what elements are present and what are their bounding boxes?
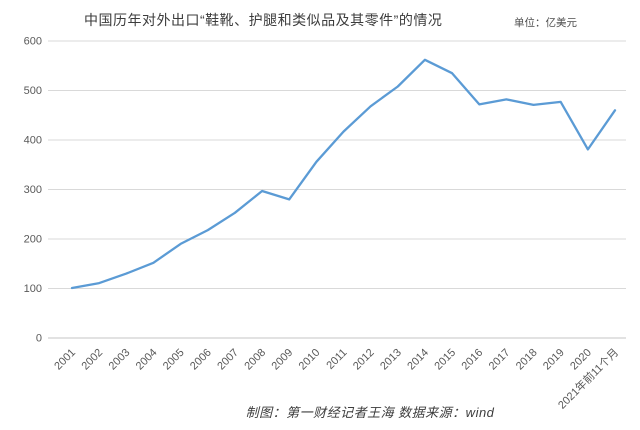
footer-caption: 制图：第一财经记者王海 数据来源：wind (245, 405, 495, 420)
x-axis-tick-label: 2004 (134, 347, 160, 373)
x-axis-tick-label: 2006 (188, 347, 214, 373)
x-axis-tick-label: 2007 (215, 347, 241, 373)
x-axis-tick-label: 2016 (460, 347, 486, 373)
x-axis-tick-label: 2010 (297, 347, 323, 373)
x-axis-tick-label: 2005 (161, 347, 187, 373)
x-axis-tick-label: 2015 (432, 347, 458, 373)
data-line (70, 58, 617, 290)
x-axis-tick-label: 2017 (487, 347, 513, 373)
y-axis-tick-label: 400 (24, 135, 42, 147)
x-axis-tick-label: 2011 (324, 347, 349, 372)
x-axis-tick-label: 2014 (405, 347, 431, 373)
y-axis-tick-label: 200 (24, 234, 42, 246)
x-axis-tick-label: 2019 (541, 347, 567, 373)
y-axis-tick-label: 0 (36, 333, 42, 345)
y-axis-tick-label: 100 (24, 283, 42, 295)
y-axis-tick-label: 300 (24, 184, 42, 196)
x-axis-tick-label: 2001 (52, 347, 78, 373)
chart-title: 中国历年对外出口“鞋靴、护腿和类似品及其零件”的情况 (84, 12, 443, 28)
x-axis-tick-label: 2018 (514, 347, 540, 373)
x-axis-tick-label: 2008 (242, 347, 268, 373)
y-axis-tick-label: 500 (24, 85, 42, 97)
x-axis-tick-label: 2012 (351, 347, 377, 373)
x-axis-tick-label: 2013 (378, 347, 404, 373)
x-axis-tick-label: 2002 (79, 347, 105, 373)
unit-label: 单位：亿美元 (514, 17, 577, 29)
x-axis-tick-label: 2009 (270, 347, 296, 373)
y-axis-tick-label: 600 (24, 36, 42, 48)
x-axis-tick-label: 2003 (107, 347, 133, 373)
